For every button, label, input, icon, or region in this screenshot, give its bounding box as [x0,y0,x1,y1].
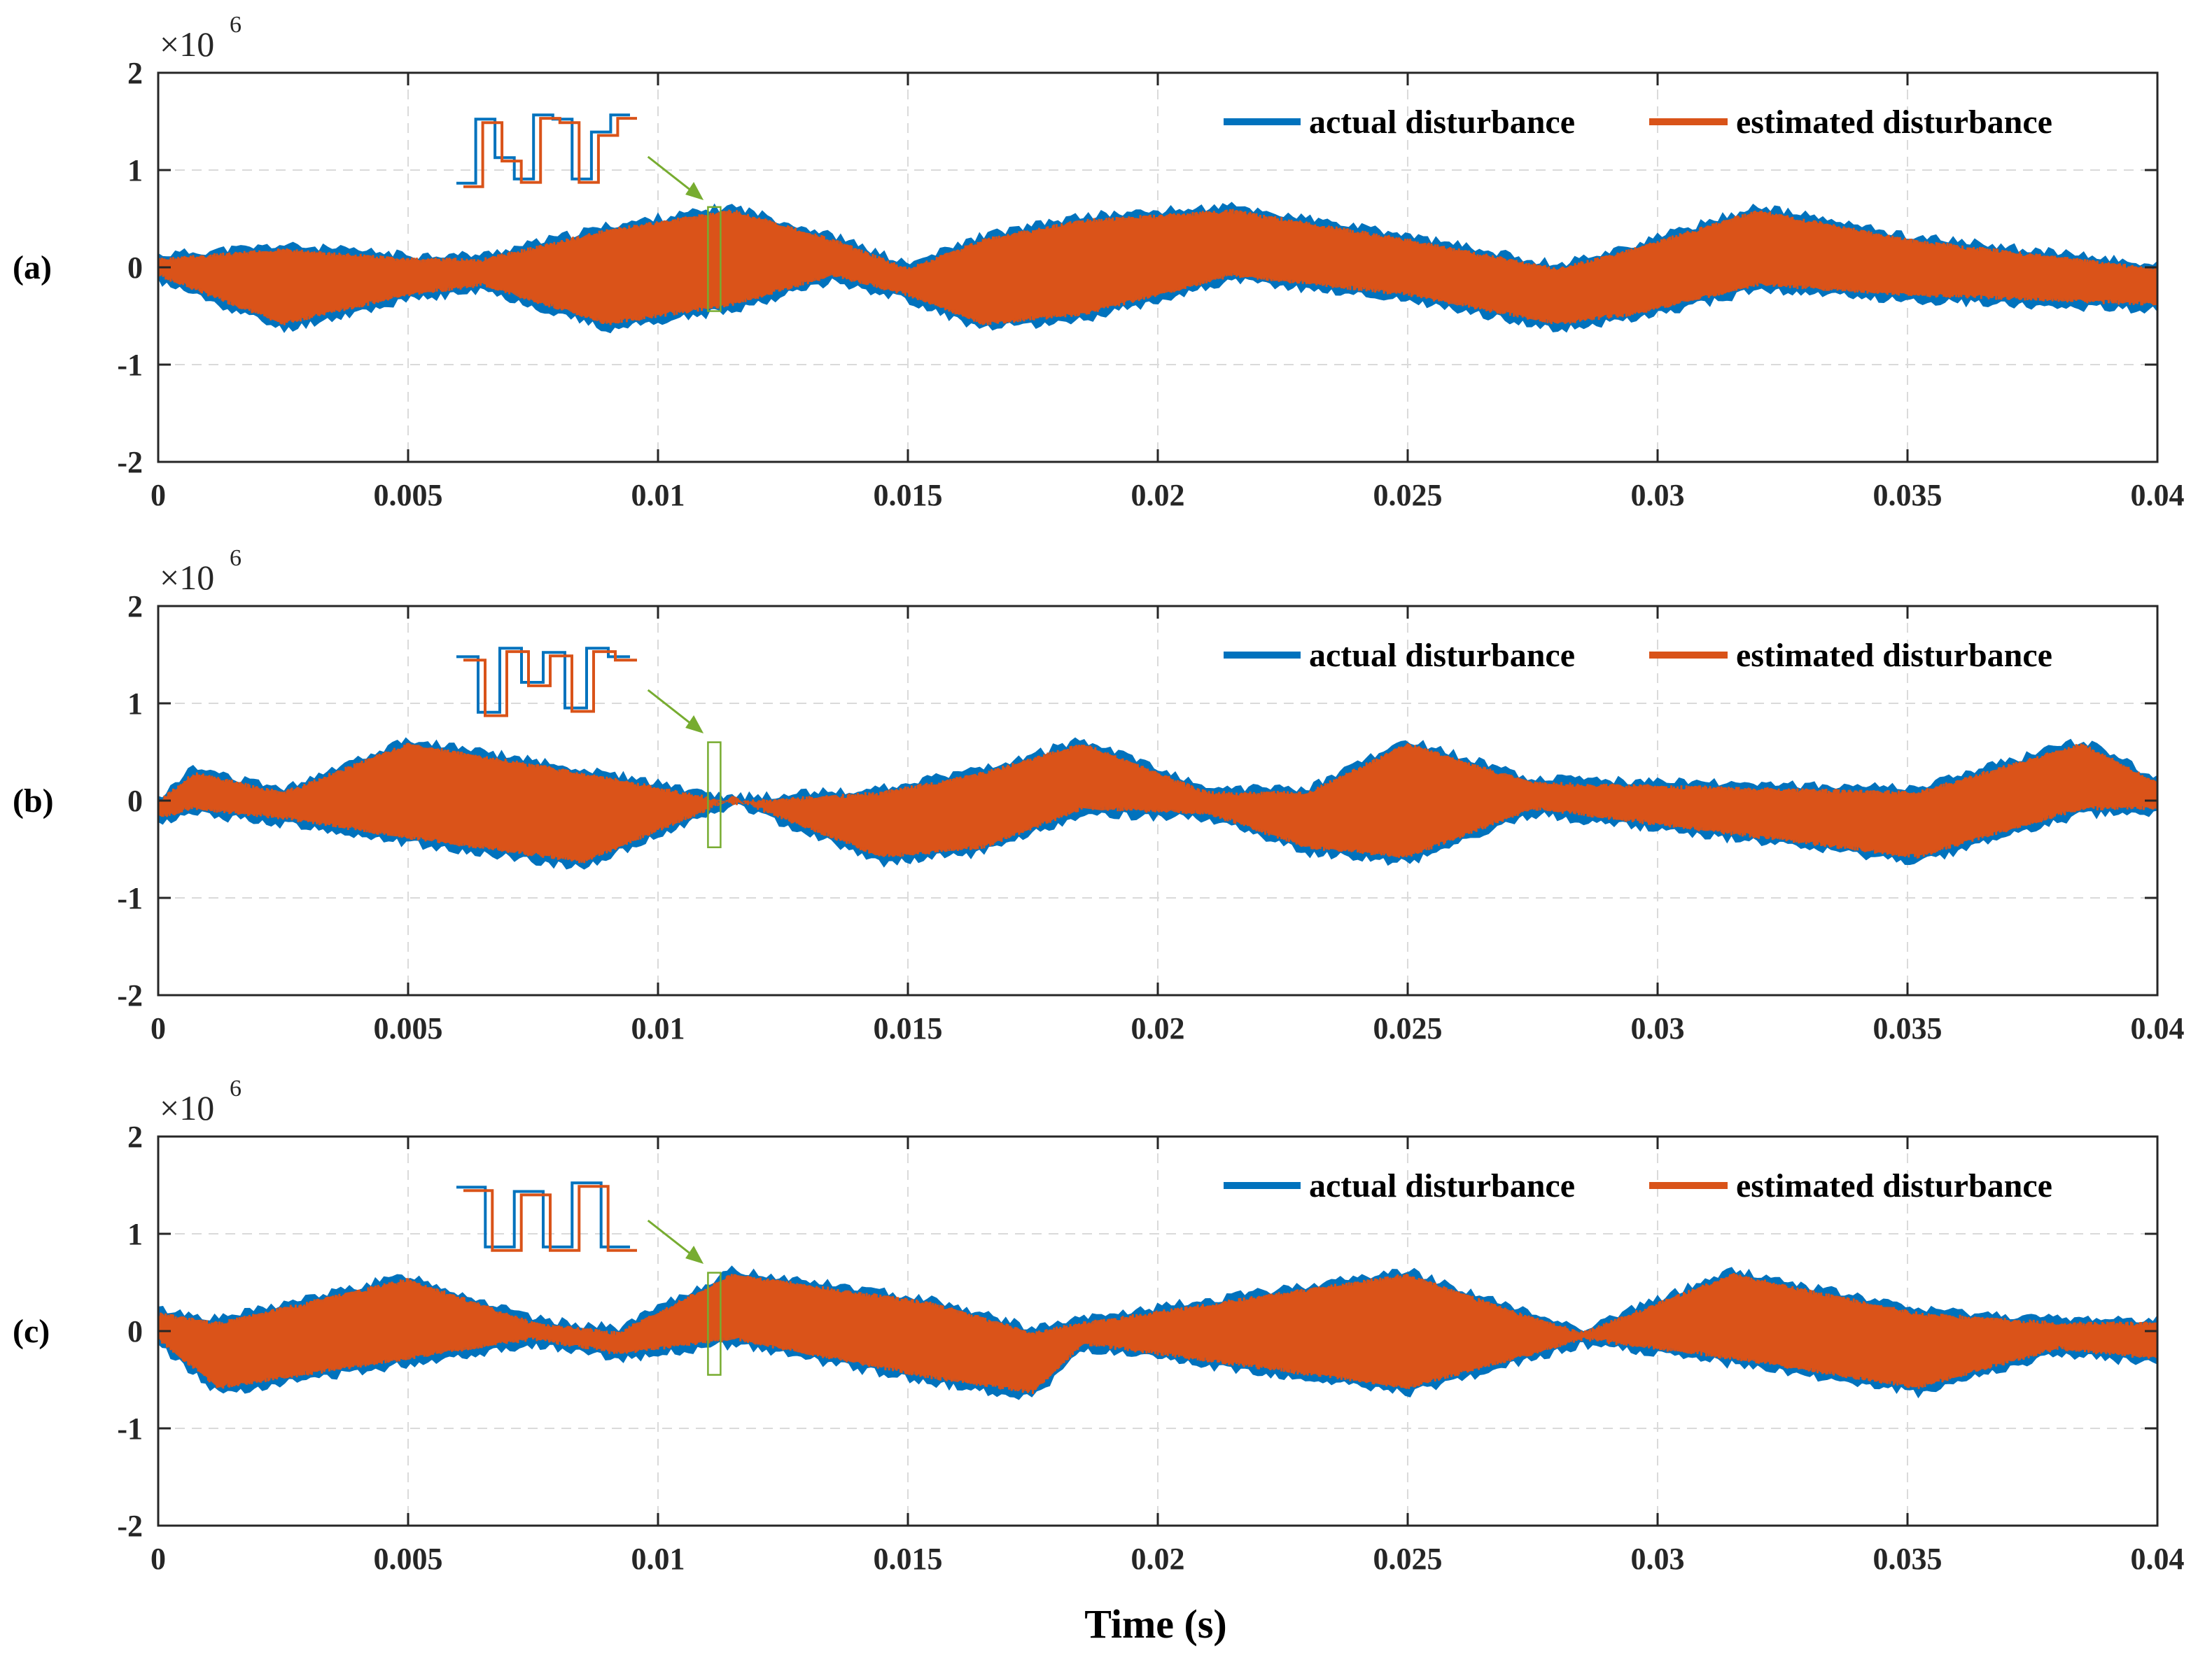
x-tick-label: 0.01 [631,1542,685,1576]
legend-label-actual: actual disturbance [1309,637,1575,674]
panel-c: 0 0.005 0.01 0.015 0.02 0.025 0.03 0.035 0.04 2 1 0… [13,1076,2185,1576]
y-tick-label: 0 [127,1314,143,1349]
x-tick-label: 0.03 [1631,478,1685,512]
x-tick-label: 0.04 [2131,1011,2185,1046]
x-tick-label: 0.04 [2131,1542,2185,1576]
x-tick-label: 0.005 [374,1011,443,1046]
panel-label: (b) [13,782,54,820]
y-tick-label: 2 [127,1120,143,1154]
inset-actual-trace [456,1181,630,1248]
y-tick-label: 2 [127,589,143,624]
y-tick-label: 0 [127,784,143,818]
y-tick-label: 1 [127,687,143,721]
x-tick-label: 0.005 [374,1542,443,1576]
x-tick-label: 0.03 [1631,1011,1685,1046]
y-tick-label: -1 [117,1412,143,1446]
x-tick-label: 0.015 [874,1542,943,1576]
x-tick-label: 0.03 [1631,1542,1685,1576]
x-tick-label: 0 [150,1542,166,1576]
y-tick-label: 1 [127,153,143,188]
estimated-disturbance-fill [158,743,2157,861]
legend-label-estimated: estimated disturbance [1736,104,2052,141]
x-axis-label: Time (s) [1084,1601,1227,1647]
x-tick-label: 0.01 [631,1011,685,1046]
y-tick-label: 0 [127,251,143,285]
x-tick-label: 0 [150,1011,166,1046]
x-tick-label: 0 [150,478,166,512]
zoom-box [707,1272,722,1376]
exponent-power: 6 [230,545,241,571]
y-tick-label: 1 [127,1217,143,1251]
panel-b: 0 0.005 0.01 0.015 0.02 0.025 0.03 0.035 0.04 2 1 0… [13,545,2185,1046]
x-tick-label: 0.02 [1131,1542,1185,1576]
x-tick-label: 0.04 [2131,478,2185,512]
panel-a: 0 0.005 0.01 0.015 0.02 0.025 0.03 0.035 0.04 2 1 0… [13,12,2185,512]
panel-label: (a) [13,249,52,286]
x-tick-label: 0.02 [1131,478,1185,512]
x-tick-label: 0.015 [874,1011,943,1046]
x-tick-label: 0.025 [1373,1542,1443,1576]
legend-label-estimated: estimated disturbance [1736,1167,2052,1204]
zoom-box [707,206,722,312]
x-tick-label: 0.015 [874,478,943,512]
y-tick-label: -2 [117,978,143,1013]
panel-label: (c) [13,1313,50,1350]
exponent-base: ×10 [160,558,214,597]
legend-label-actual: actual disturbance [1309,1167,1575,1204]
inset-estimated-trace [463,117,637,188]
y-tick-label: -1 [117,881,143,915]
legend-label-estimated: estimated disturbance [1736,637,2052,674]
x-tick-label: 0.035 [1873,1542,1942,1576]
estimated-disturbance-fill [158,1274,2157,1391]
legend-label-actual: actual disturbance [1309,104,1575,141]
zoom-arrow-head [685,715,704,733]
exponent-base: ×10 [160,1088,214,1127]
y-tick-label: 2 [127,56,143,90]
zoom-box [707,741,722,848]
inset-actual-trace [456,647,630,714]
x-tick-label: 0.025 [1373,1011,1443,1046]
estimated-disturbance-fill [158,211,2157,324]
exponent-power: 6 [230,12,241,38]
inset-estimated-trace [463,1185,637,1252]
y-tick-label: -2 [117,1509,143,1543]
x-tick-label: 0.005 [374,478,443,512]
y-tick-label: -2 [117,445,143,479]
inset-estimated-trace [463,650,637,717]
exponent-power: 6 [230,1076,241,1102]
inset-actual-trace [456,113,630,185]
x-tick-label: 0.01 [631,478,685,512]
x-tick-label: 0.02 [1131,1011,1185,1046]
x-tick-label: 0.035 [1873,478,1942,512]
zoom-arrow-head [685,1246,704,1264]
x-tick-label: 0.035 [1873,1011,1942,1046]
zoom-arrow-head [685,182,704,200]
exponent-base: ×10 [160,24,214,64]
x-tick-label: 0.025 [1373,478,1443,512]
y-tick-label: -1 [117,348,143,382]
